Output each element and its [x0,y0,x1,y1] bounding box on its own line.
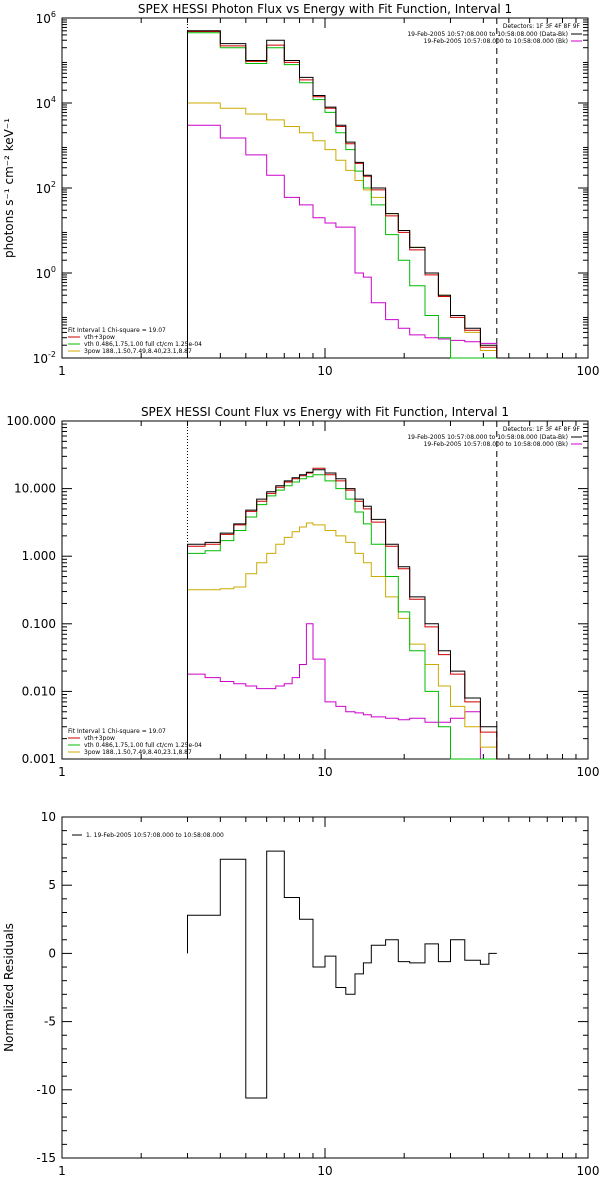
legend-entry: vth+3pow [84,334,115,341]
y-tick-base: 10 [36,182,51,196]
x-tick-label: 1 [58,1164,66,1178]
legend-detectors: Detectors: 1F 3F 4F 8F 9F [503,426,581,433]
y-tick-label: 104 [36,95,56,111]
y-tick-label: 106 [36,10,56,26]
legend-entry: 1. 19-Feb-2005 10:57:08.000 to 10:58:08.… [86,832,224,839]
y-tick-label: 100 [36,265,56,281]
series-3pow [187,102,498,358]
y-tick-label: 10.000 [14,482,56,496]
y-tick-label: 10 [41,810,56,824]
legend-fit-header: Fit Interval 1 Chi-square = 19.07 [68,728,166,735]
y-tick-base: 10 [36,12,51,26]
plot-frame [61,17,589,359]
y-tick-label: 0.100 [22,617,56,631]
x-tick-label: 100 [577,1164,600,1178]
y-tick-base: 10 [33,352,48,366]
y-tick-exponent: 0 [51,265,56,274]
y-tick-exponent: 4 [51,95,56,104]
y-tick-label: 1.000 [22,549,56,563]
plot-frame [61,816,589,1159]
y-tick-label: -10 [36,1083,56,1097]
y-tick-label: 10-2 [33,350,56,366]
series-bk [187,124,498,358]
series-vth-3pow [187,467,509,760]
y-tick-label: 0 [48,946,56,960]
series-data-bk [187,469,509,760]
y-tick-exponent: -2 [48,350,56,359]
legend-entry: 19-Feb-2005 10:57:08.000 to 10:58:08.000… [407,31,568,38]
series-vth [187,32,497,359]
y-tick-label: 102 [36,180,56,196]
legend-fit-header: Fit Interval 1 Chi-square = 19.07 [68,327,166,334]
y-tick-label: -15 [36,1151,56,1165]
legend-entry: 19-Feb-2005 10:57:08.000 to 10:58:08.000… [407,434,568,441]
x-tick-label: 1 [58,765,66,779]
series-residuals [187,850,497,1099]
y-tick-label: 5 [48,878,56,892]
legend-entry: vth+3pow [84,735,115,742]
x-tick-label: 1 [58,364,66,378]
y-tick-label: 0.010 [22,684,56,698]
y-tick-base: 10 [36,97,51,111]
x-tick-label: 100 [577,765,600,779]
legend-entry: 19-Feb-2005 10:57:08.000 to 10:58:08.000… [424,38,568,45]
y-axis-label: Normalized Residuals [2,923,16,1052]
y-tick-label: 0.001 [22,752,56,766]
series-bk [187,623,509,760]
series-data-bk [187,30,498,358]
legend-entry: 3pow 188.,1.50,7.49,8.40,23.1,8.87 [84,749,192,756]
x-tick-label: 10 [317,364,332,378]
y-tick-exponent: 6 [51,10,56,19]
residuals-panel: 1 10 100 -15 -10 -5 0 5 10 Normalized Residuals 1.… [2,810,599,1178]
legend-detectors: Detectors: 1F 3F 4F 8F 9F [503,23,581,30]
chart-title: SPEX HESSI Photon Flux vs Energy with Fi… [138,2,512,16]
series-3pow [187,522,509,760]
x-tick-label: 10 [317,1164,332,1178]
x-tick-label: 100 [577,364,600,378]
legend-entry: 19-Feb-2005 10:57:08.000 to 10:58:08.000… [424,441,568,448]
chart-title: SPEX HESSI Count Flux vs Energy with Fit… [141,405,509,419]
legend-entry: 3pow 188.,1.50,7.49,8.40,23.1,8.87 [84,348,192,355]
y-tick-exponent: 2 [51,180,56,189]
photon-flux-panel: SPEX HESSI Photon Flux vs Energy with Fi… [2,2,599,378]
legend-entry: vth 0.486,1.75,1.00 full ct/cm 1.25e-04 [84,742,202,749]
series-vth [187,474,509,760]
y-tick-base: 10 [36,267,51,281]
x-tick-label: 10 [317,765,332,779]
y-tick-label: -5 [44,1015,56,1029]
y-axis-label: photons s⁻¹ cm⁻² keV⁻¹ [2,118,16,258]
y-tick-label: 100.000 [6,414,56,428]
legend-entry: vth 0.486,1.75,1.00 full ct/cm 1.25e-04 [84,341,202,348]
count-flux-panel: SPEX HESSI Count Flux vs Energy with Fit… [6,405,599,779]
